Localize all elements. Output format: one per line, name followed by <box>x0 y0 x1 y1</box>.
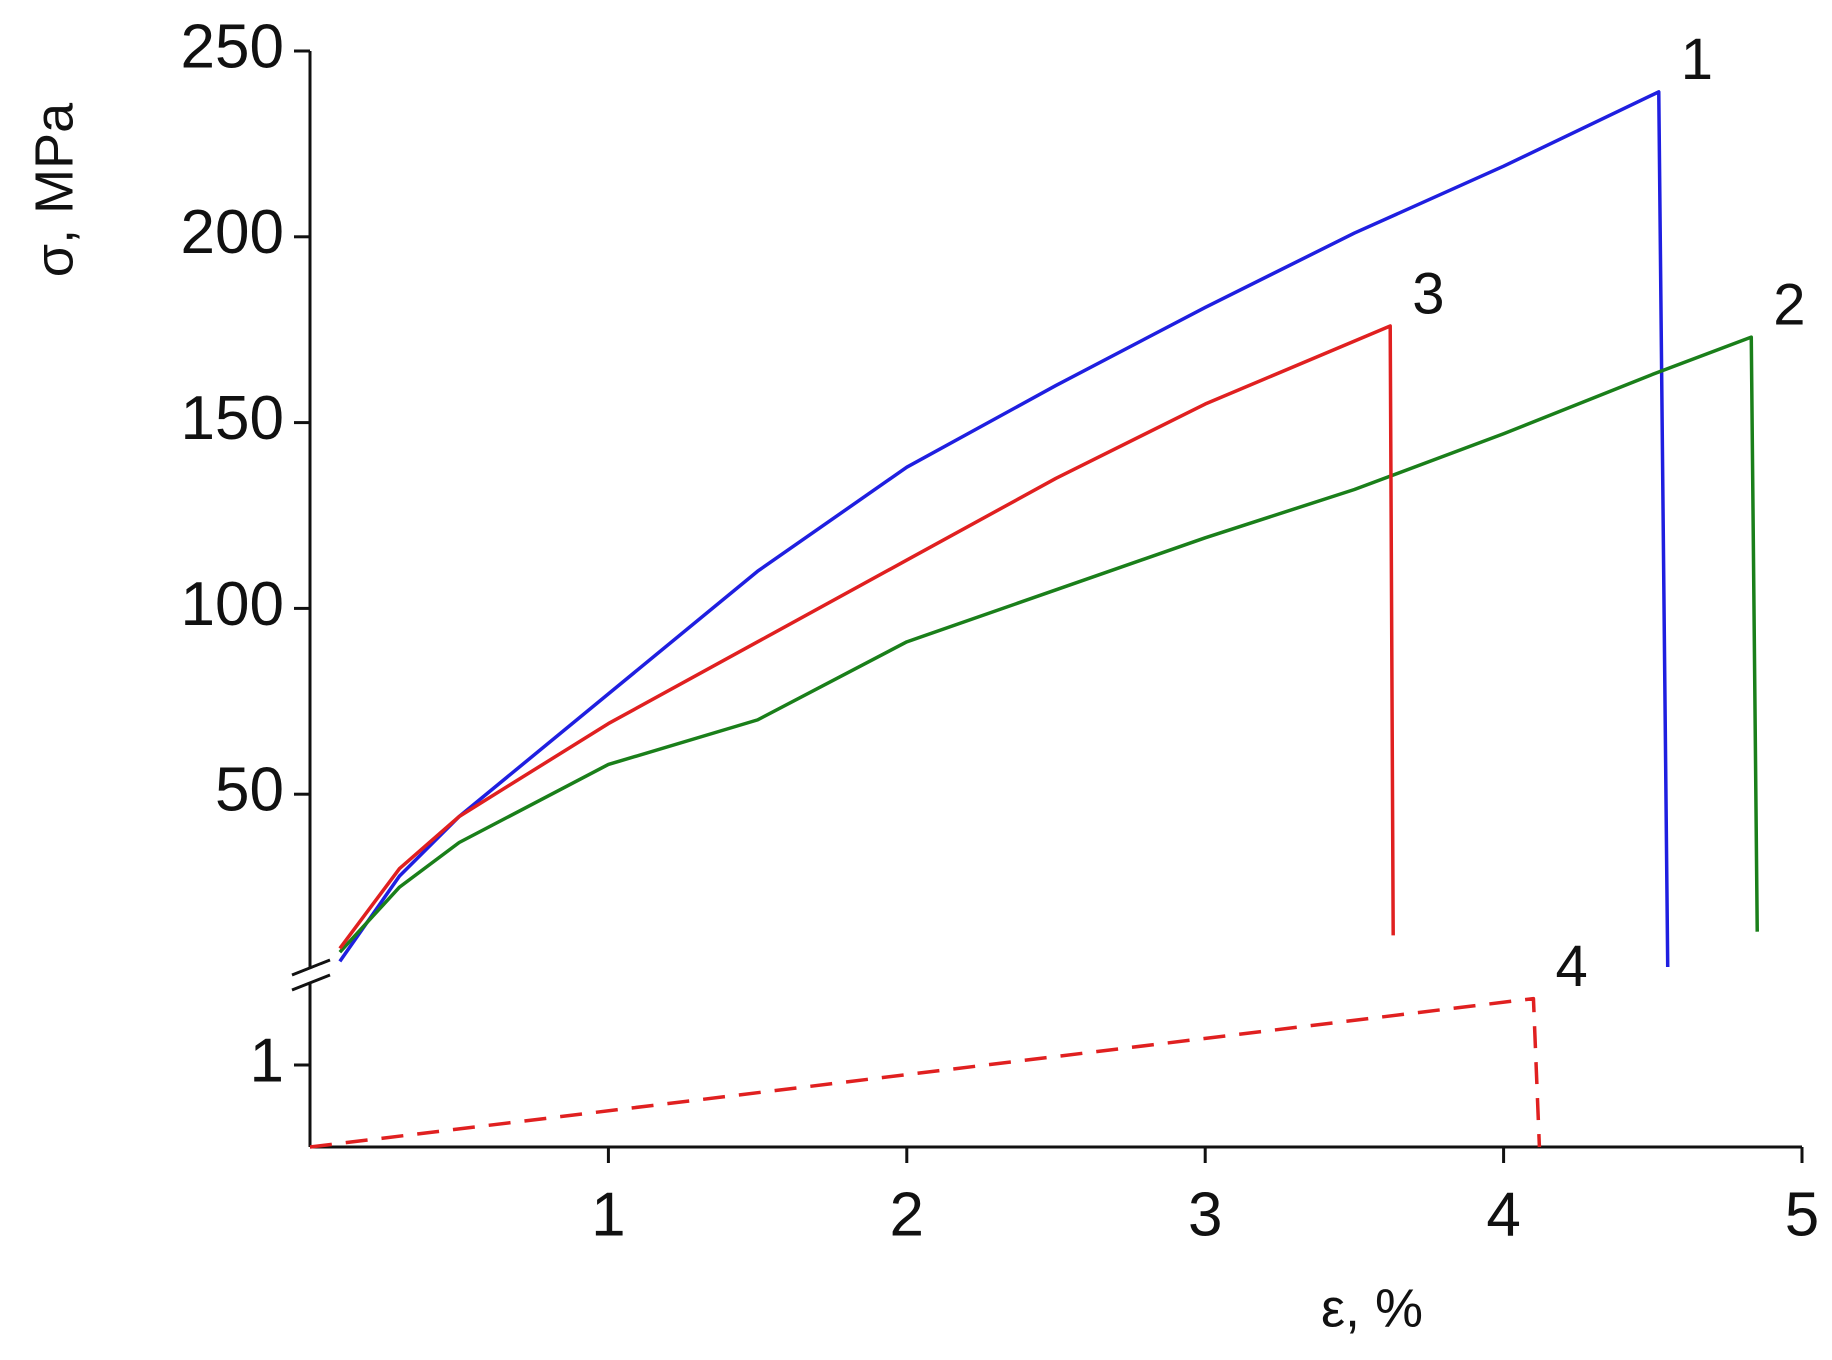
y-tick-label: 50 <box>215 756 284 825</box>
y-tick-label: 200 <box>181 198 284 267</box>
series-label: 1 <box>1681 27 1713 92</box>
y-tick-label: 250 <box>181 12 284 81</box>
x-tick-label: 2 <box>890 1180 924 1249</box>
series-line <box>309 996 1542 1149</box>
y-tick-label: 150 <box>181 384 284 453</box>
series-line <box>338 324 1395 950</box>
series-line <box>338 335 1759 954</box>
series-label: 4 <box>1555 934 1587 999</box>
y-tick-label: 100 <box>181 570 284 639</box>
axis-break <box>291 958 331 992</box>
x-tick-label: 1 <box>591 1180 625 1249</box>
x-axis-label: ε, % <box>1321 1278 1423 1338</box>
series-line <box>338 90 1670 968</box>
x-tick-label: 3 <box>1188 1180 1222 1249</box>
y-tick-label: 1 <box>250 1026 284 1095</box>
x-tick-label: 5 <box>1785 1180 1819 1249</box>
x-tick-label: 4 <box>1486 1180 1520 1249</box>
series-label: 3 <box>1412 261 1444 326</box>
y-axis-label: σ, MPa <box>24 102 84 277</box>
series-label: 2 <box>1773 272 1805 337</box>
